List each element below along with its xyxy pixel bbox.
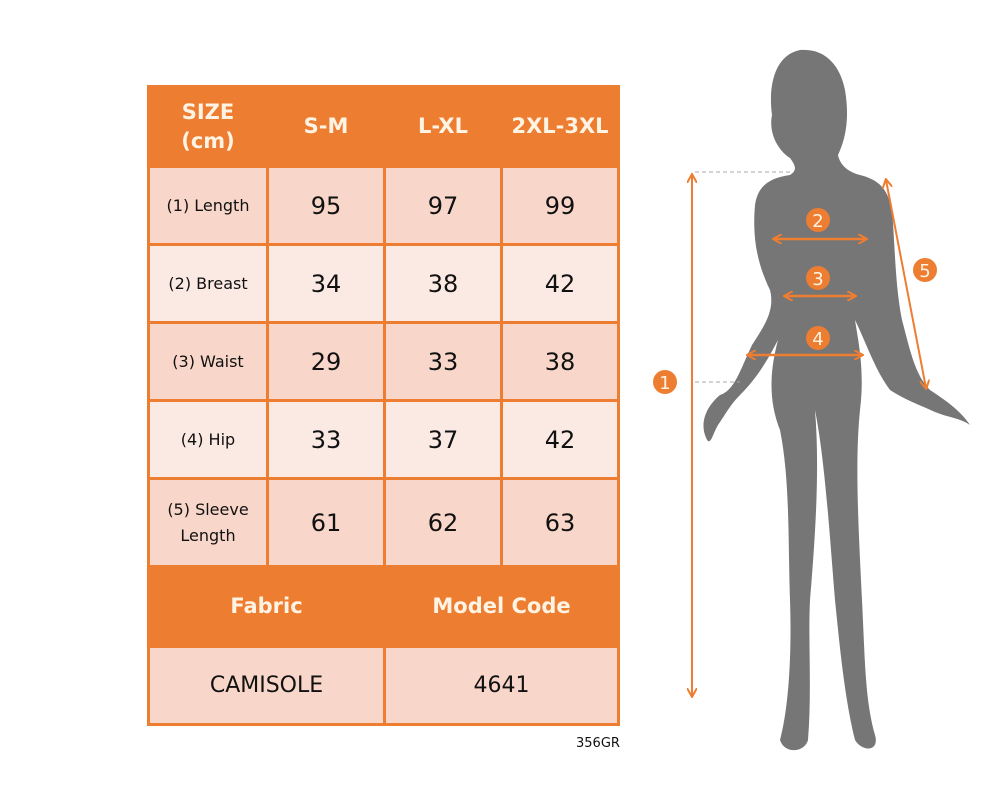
fabric-value: CAMISOLE xyxy=(147,645,386,726)
footer-header-row: Fabric Model Code xyxy=(147,565,620,648)
cell-value: 97 xyxy=(383,165,503,246)
row-label: (1) Length xyxy=(147,165,269,246)
table-row: (1) Length 95 97 99 xyxy=(147,165,620,246)
marker-4: 4 xyxy=(806,326,830,350)
header-unit-text: (cm) xyxy=(181,128,235,153)
cell-value: 37 xyxy=(383,399,503,480)
woman-silhouette xyxy=(703,49,970,751)
sleeve-arrow xyxy=(886,180,926,388)
row-label: (2) Breast xyxy=(147,243,269,324)
fabric-header: Fabric xyxy=(147,565,386,648)
cell-value: 61 xyxy=(266,477,386,568)
row-label: (4) Hip xyxy=(147,399,269,480)
svg-text:3: 3 xyxy=(812,269,823,290)
product-code: 356GR xyxy=(576,736,620,751)
marker-1: 1 xyxy=(653,370,677,394)
cell-value: 33 xyxy=(266,399,386,480)
header-s-m: S-M xyxy=(266,85,386,168)
row-label: (3) Waist xyxy=(147,321,269,402)
header-l-xl: L-XL xyxy=(383,85,503,168)
row-label-line1: (5) Sleeve xyxy=(167,499,249,519)
cell-value: 29 xyxy=(266,321,386,402)
svg-text:2: 2 xyxy=(812,211,823,232)
model-code-value: 4641 xyxy=(383,645,620,726)
body-measurement-figure: 1 2 3 4 5 xyxy=(653,49,970,751)
cell-value: 34 xyxy=(266,243,386,324)
row-label-line2: Length xyxy=(180,525,236,545)
model-code-header: Model Code xyxy=(383,565,620,648)
svg-text:1: 1 xyxy=(659,373,670,394)
header-size-text: SIZE xyxy=(181,99,235,124)
marker-3: 3 xyxy=(806,266,830,290)
table-row: (3) Waist 29 33 38 xyxy=(147,321,620,402)
svg-text:4: 4 xyxy=(812,329,823,350)
cell-value: 99 xyxy=(500,165,620,246)
footer-value-row: CAMISOLE 4641 xyxy=(147,645,620,726)
table-row: (5) Sleeve Length 61 62 63 xyxy=(147,477,620,568)
header-2xl-3xl: 2XL-3XL xyxy=(500,85,620,168)
table-header-row: SIZE (cm) S-M L-XL 2XL-3XL xyxy=(147,85,620,168)
size-table: SIZE (cm) S-M L-XL 2XL-3XL (1) Length 95 … xyxy=(147,85,620,726)
table-row: (2) Breast 34 38 42 xyxy=(147,243,620,324)
row-label: (5) Sleeve Length xyxy=(147,477,269,568)
cell-value: 95 xyxy=(266,165,386,246)
header-size-cm: SIZE (cm) xyxy=(147,85,269,168)
cell-value: 38 xyxy=(383,243,503,324)
cell-value: 63 xyxy=(500,477,620,568)
svg-text:5: 5 xyxy=(919,261,930,282)
cell-value: 42 xyxy=(500,243,620,324)
cell-value: 38 xyxy=(500,321,620,402)
cell-value: 33 xyxy=(383,321,503,402)
table-row: (4) Hip 33 37 42 xyxy=(147,399,620,480)
cell-value: 42 xyxy=(500,399,620,480)
marker-2: 2 xyxy=(806,208,830,232)
marker-5: 5 xyxy=(913,258,937,282)
cell-value: 62 xyxy=(383,477,503,568)
